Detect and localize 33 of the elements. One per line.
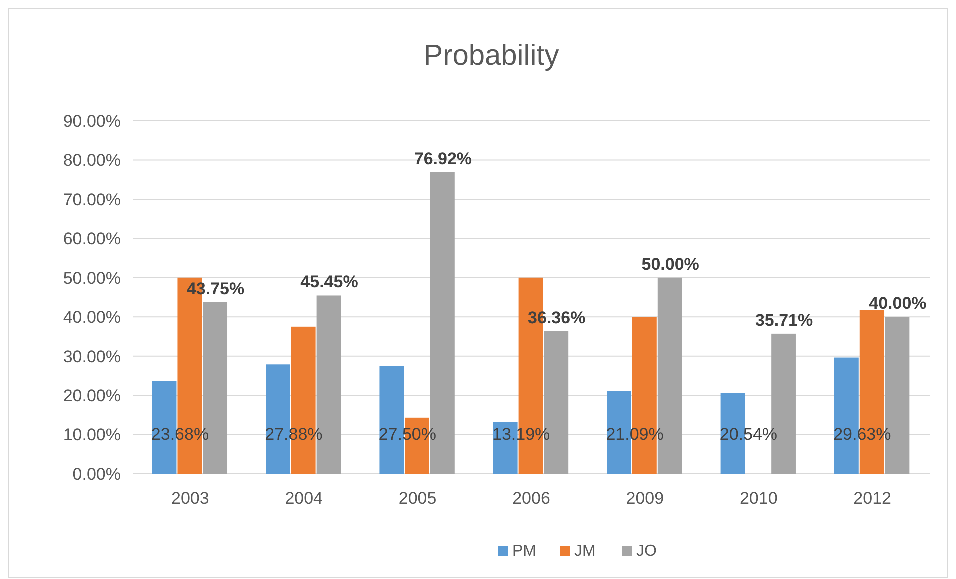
x-tick-label: 2003 [172,489,210,508]
data-label: 50.00% [642,254,700,274]
data-label: 45.45% [300,272,358,292]
y-tick-label: 0.00% [72,464,121,484]
legend-label: JM [574,543,596,560]
x-tick-label: 2006 [512,489,550,508]
data-label: 35.71% [755,310,814,330]
chart-title: Probability [424,40,560,72]
data-label: 21.09% [606,425,664,444]
x-tick-label: 2009 [626,489,664,508]
x-tick-label: 2004 [285,489,324,508]
data-label: 23.68% [151,425,210,444]
x-tick-label: 2010 [740,489,778,508]
data-label: 20.54% [720,425,778,444]
data-label: 27.88% [265,425,323,444]
legend-label: JO [636,543,657,560]
y-tick-label: 90.00% [63,112,121,131]
data-label: 76.92% [414,149,472,168]
data-label: 29.63% [834,425,892,444]
y-tick-label: 50.00% [63,268,121,288]
y-tick-label: 80.00% [63,151,121,170]
y-tick-label: 60.00% [63,230,121,249]
y-tick-label: 10.00% [63,426,121,445]
y-tick-label: 20.00% [63,386,121,406]
legend-label: PM [512,543,536,560]
y-tick-label: 70.00% [63,190,121,210]
y-tick-label: 30.00% [63,347,121,366]
data-label: 13.19% [492,425,550,444]
x-tick-label: 2005 [398,489,437,508]
x-tick-label: 2012 [854,489,892,508]
data-label: 40.00% [869,294,927,314]
y-tick-label: 40.00% [63,308,121,328]
data-label: 27.50% [378,425,436,444]
